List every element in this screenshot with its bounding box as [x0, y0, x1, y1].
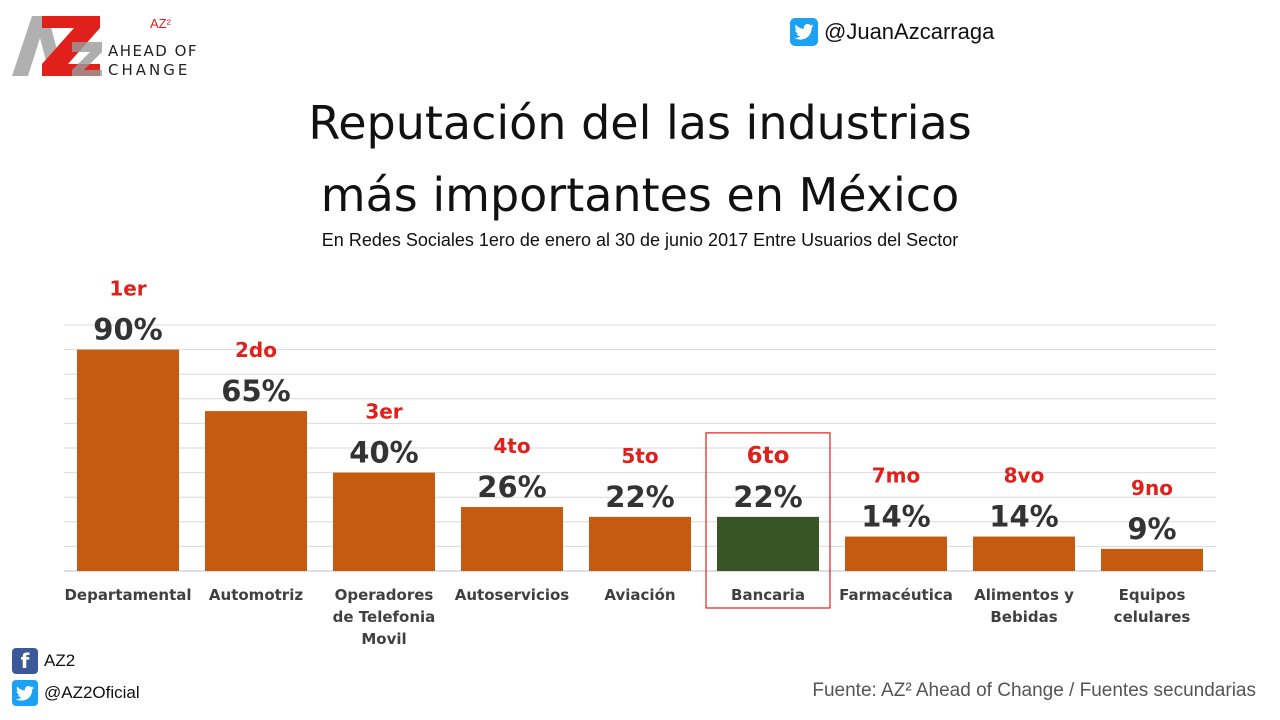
- data-label: 9%: [1127, 512, 1176, 546]
- x-tick-label: Equipos: [1119, 586, 1186, 604]
- rank-label: 2do: [235, 338, 277, 362]
- x-tick-label: Movil: [361, 630, 406, 648]
- data-label: 14%: [861, 500, 930, 534]
- rank-label: 8vo: [1004, 464, 1045, 488]
- data-label: 14%: [989, 500, 1058, 534]
- bar: [461, 507, 563, 571]
- data-label: 65%: [221, 374, 290, 408]
- x-tick-label: Operadores: [335, 586, 434, 604]
- x-tick-label: Automotriz: [209, 586, 303, 604]
- data-label: 40%: [349, 436, 418, 470]
- logo-superscript: AZ²: [150, 16, 171, 31]
- x-tick-label: Aviación: [604, 586, 675, 604]
- twitter-link-footer[interactable]: @AZ2Oficial: [12, 680, 140, 706]
- bar: [589, 516, 691, 571]
- x-tick-label: Departamental: [64, 586, 191, 604]
- rank-label: 4to: [493, 434, 530, 458]
- chart-title-line1: Reputación del las industrias: [308, 96, 972, 150]
- facebook-link[interactable]: f AZ2: [12, 648, 75, 674]
- x-tick-label: Autoservicios: [455, 586, 570, 604]
- rank-label: 9no: [1131, 476, 1173, 500]
- bar: [77, 349, 179, 571]
- logo-text-change: CHANGE: [108, 61, 191, 79]
- rank-label: 5to: [621, 444, 658, 468]
- x-tick-label: celulares: [1114, 608, 1191, 626]
- az2-logo-icon: [12, 16, 102, 76]
- twitter-handle-header[interactable]: @JuanAzcarraga: [790, 18, 994, 46]
- rank-label: 1er: [109, 277, 146, 301]
- x-tick-label: Farmacéutica: [839, 586, 953, 604]
- x-tick-label: Bancaria: [731, 586, 805, 604]
- bar: [845, 536, 947, 571]
- az2-logo: AZ² AHEAD OF CHANGE: [12, 12, 212, 82]
- rank-label: 7mo: [872, 464, 921, 488]
- data-label: 90%: [93, 313, 162, 347]
- logo-text-ahead-of: AHEAD OF: [108, 42, 199, 60]
- bar: [973, 536, 1075, 571]
- highlight-box: [705, 432, 831, 609]
- data-label: 22%: [733, 480, 802, 514]
- twitter-label-footer: @AZ2Oficial: [44, 683, 140, 702]
- facebook-label: AZ2: [44, 651, 76, 670]
- chart-title-line2: más importantes en México: [320, 168, 960, 222]
- facebook-icon: f: [12, 648, 38, 674]
- twitter-icon: [790, 18, 818, 46]
- bar: [1101, 548, 1203, 571]
- x-tick-label: Bebidas: [990, 608, 1057, 626]
- bar: [333, 472, 435, 571]
- bar: [717, 516, 819, 571]
- bar: [205, 411, 307, 571]
- rank-label: 3er: [365, 400, 402, 424]
- bar-chart: 90% 1er Departamental 65% 2do Automotriz 40% 3e…: [64, 277, 1216, 648]
- x-tick-label: de Telefonia: [333, 608, 436, 626]
- chart-subtitle: En Redes Sociales 1ero de enero al 30 de…: [321, 230, 959, 250]
- rank-label: 6to: [747, 443, 790, 469]
- x-tick-label: Alimentos y: [974, 586, 1074, 604]
- source-note: Fuente: AZ² Ahead of Change / Fuentes se…: [812, 680, 1256, 701]
- twitter-icon: [12, 680, 38, 706]
- twitter-handle-text: @JuanAzcarraga: [824, 19, 995, 44]
- data-label: 26%: [477, 470, 546, 504]
- data-label: 22%: [605, 480, 674, 514]
